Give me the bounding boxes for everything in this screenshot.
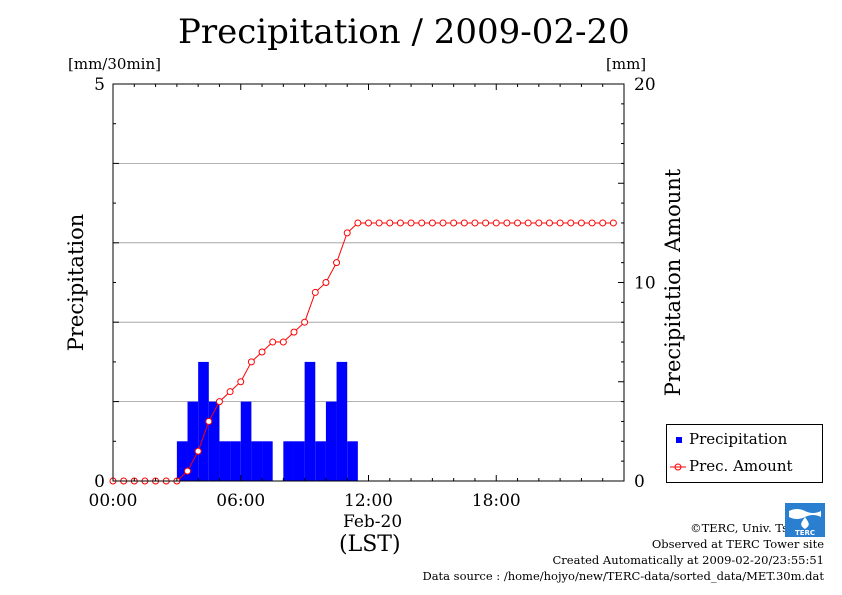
precip-bar xyxy=(347,441,358,481)
amount-point xyxy=(215,398,223,406)
right-tick-label: 10 xyxy=(634,274,656,294)
amount-point xyxy=(567,219,575,227)
precip-bar xyxy=(283,441,294,481)
credit-copyright: ©TERC, Univ. Tsukuba xyxy=(690,521,824,535)
precip-bar xyxy=(251,441,263,481)
amount-point xyxy=(428,219,436,227)
x-axis-unit-label: (LST) xyxy=(339,532,401,557)
amount-point xyxy=(396,219,404,227)
precip-bar xyxy=(293,441,305,481)
precip-bar xyxy=(208,401,220,481)
amount-point xyxy=(535,219,543,227)
amount-point xyxy=(258,348,266,356)
legend-label-amount: Prec. Amount xyxy=(689,457,793,475)
amount-point xyxy=(524,219,532,227)
x-tick-label: 12:00 xyxy=(344,491,393,511)
amount-point xyxy=(418,219,426,227)
y2-axis-label: Precipitation Amount xyxy=(661,168,685,396)
left-tick-label: 0 xyxy=(94,472,105,492)
precip-bar xyxy=(198,361,209,481)
precip-bar xyxy=(187,401,199,481)
amount-point xyxy=(503,219,511,227)
amount-point xyxy=(205,417,213,425)
amount-point xyxy=(279,338,287,346)
amount-point xyxy=(247,358,255,366)
precip-bar xyxy=(304,361,316,481)
amount-point xyxy=(226,388,234,396)
credits-block: ©TERC, Univ. Tsukuba Observed at TERC To… xyxy=(422,520,824,584)
x-tick-label: 00:00 xyxy=(89,491,138,511)
amount-point xyxy=(492,219,500,227)
credit-source: Data source : /home/hojyo/new/TERC-data/… xyxy=(422,569,824,583)
terc-logo: TERC xyxy=(785,503,825,537)
precip-bar xyxy=(325,401,337,481)
y-axis-label: Precipitation xyxy=(64,214,88,352)
chart-title-text: Precipitation / 2009-02-20 xyxy=(178,12,630,52)
legend-item-amount: Prec. Amount xyxy=(667,457,822,479)
legend-line-swatch xyxy=(670,463,686,471)
amount-point xyxy=(343,229,351,237)
legend-bar-swatch xyxy=(676,437,682,443)
amount-point xyxy=(545,219,553,227)
left-axis-unit: [mm/30min] xyxy=(68,55,161,73)
amount-point xyxy=(365,219,372,227)
amount-point xyxy=(184,467,192,475)
amount-point xyxy=(556,219,564,227)
amount-point xyxy=(311,288,319,296)
credit-observed: Observed at TERC Tower site xyxy=(651,537,824,551)
precip-bar xyxy=(230,441,241,481)
precip-bar xyxy=(240,401,252,481)
amount-point xyxy=(269,338,277,346)
credit-created: Created Automatically at 2009-02-20/23:5… xyxy=(552,553,825,567)
amount-point xyxy=(450,219,458,227)
precip-bar xyxy=(219,441,231,481)
precip-bar xyxy=(315,441,326,481)
precip-bar xyxy=(176,441,188,481)
amount-point xyxy=(407,219,415,227)
amount-point xyxy=(482,219,490,227)
amount-point xyxy=(460,219,468,227)
x-axis-date-label: Feb-20 xyxy=(343,512,403,532)
right-tick-label: 20 xyxy=(634,75,656,95)
amount-point xyxy=(471,219,479,227)
chart-legend: Precipitation Prec. Amount xyxy=(666,424,823,483)
legend-label-precipitation: Precipitation xyxy=(689,430,788,448)
amount-point xyxy=(588,219,596,227)
amount-point xyxy=(439,219,447,227)
amount-point xyxy=(599,219,607,227)
amount-point xyxy=(290,328,298,336)
amount-point xyxy=(322,279,330,286)
amount-point xyxy=(354,219,362,227)
legend-item-precipitation: Precipitation xyxy=(667,430,822,452)
x-tick-label: 18:00 xyxy=(472,491,521,511)
right-axis-unit: [mm] xyxy=(606,55,647,73)
logo-text: TERC xyxy=(795,529,815,537)
amount-point xyxy=(577,219,585,227)
precip-bar xyxy=(336,361,348,481)
amount-point xyxy=(301,318,309,326)
amount-point xyxy=(237,378,245,386)
amount-point xyxy=(386,219,394,227)
amount-point xyxy=(514,219,522,227)
right-tick-label: 0 xyxy=(634,472,645,492)
x-tick-label: 06:00 xyxy=(216,491,265,511)
amount-point xyxy=(194,447,202,455)
left-tick-label: 5 xyxy=(94,75,105,95)
amount-point xyxy=(333,259,341,267)
precip-bar xyxy=(262,441,273,481)
amount-point xyxy=(609,219,617,227)
amount-point xyxy=(375,219,383,227)
